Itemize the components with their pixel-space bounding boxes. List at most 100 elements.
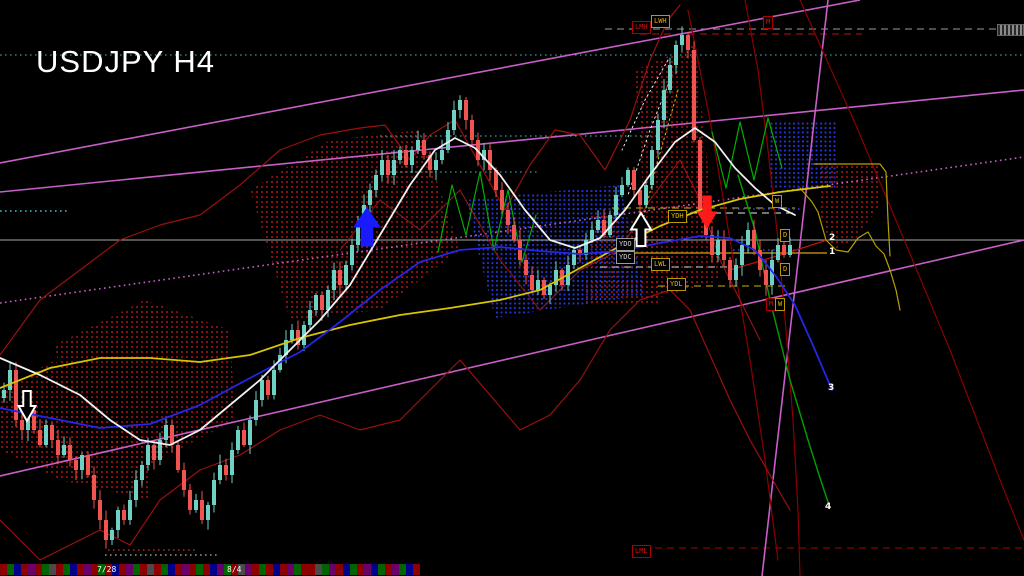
candle-body xyxy=(266,380,270,395)
strip-block xyxy=(210,564,217,575)
candle-body xyxy=(692,50,696,140)
candle-body xyxy=(674,45,678,65)
candle-body xyxy=(602,220,606,235)
strip-block xyxy=(168,564,175,575)
red-right xyxy=(799,0,1024,541)
ma-white xyxy=(0,127,796,446)
strip-block xyxy=(21,564,28,575)
candle-body xyxy=(518,240,522,260)
level-label-w: W xyxy=(775,298,786,311)
strip-block xyxy=(357,564,364,575)
strip-block xyxy=(7,564,14,575)
candle-body xyxy=(320,295,324,310)
strip-block xyxy=(63,564,70,575)
strip-block xyxy=(112,564,119,575)
candle-body xyxy=(314,295,318,310)
strip-block xyxy=(343,564,350,575)
candle-body xyxy=(470,120,474,140)
candle-body xyxy=(452,110,456,130)
candle-body xyxy=(62,445,66,455)
strip-block xyxy=(252,564,259,575)
candle-body xyxy=(506,210,510,225)
candle-body xyxy=(284,340,288,355)
candle-body xyxy=(344,265,348,285)
strip-block xyxy=(182,564,189,575)
strip-block xyxy=(196,564,203,575)
candle-body xyxy=(164,425,168,440)
candle-body xyxy=(254,400,258,420)
candle-body xyxy=(380,160,384,175)
candle-body xyxy=(146,445,150,465)
ma-blue xyxy=(0,235,833,429)
strip-block xyxy=(392,564,399,575)
candle-body xyxy=(212,480,216,505)
candle-body xyxy=(716,240,720,255)
strip-block xyxy=(266,564,273,575)
candle-body xyxy=(578,250,582,255)
candle-body xyxy=(68,445,72,460)
candle-body xyxy=(554,270,558,285)
candle-body xyxy=(434,160,438,170)
candle-body xyxy=(188,490,192,510)
candle-body xyxy=(422,140,426,155)
strip-block xyxy=(378,564,385,575)
candle-body xyxy=(776,245,780,260)
candle-body xyxy=(710,235,714,255)
trend-line xyxy=(0,0,861,164)
candle-body xyxy=(326,290,330,310)
strip-block xyxy=(147,564,154,575)
candle-body xyxy=(14,370,18,420)
candle-body xyxy=(368,190,372,205)
strip-block xyxy=(287,564,294,575)
trend-line xyxy=(0,89,1024,193)
candle-body xyxy=(374,175,378,190)
candle-body xyxy=(296,330,300,345)
strip-block xyxy=(399,564,406,575)
ma-yellow xyxy=(0,185,831,389)
candle-body xyxy=(464,100,468,120)
level-label-lml: LML xyxy=(632,545,651,558)
candle-body xyxy=(398,150,402,160)
candle-body xyxy=(86,455,90,475)
candle-body xyxy=(128,500,132,520)
strip-block xyxy=(301,564,308,575)
strip-block xyxy=(259,564,266,575)
candle-body xyxy=(116,510,120,530)
strip-block xyxy=(336,564,343,575)
candle-body xyxy=(764,270,768,285)
candle-body xyxy=(236,430,240,450)
candle-body xyxy=(50,425,54,440)
date-label: 7/28 xyxy=(97,565,117,574)
candle-body xyxy=(152,445,156,460)
level-label-d: D xyxy=(780,229,791,242)
candle-body xyxy=(536,280,540,290)
strip-block xyxy=(364,564,371,575)
candle-body xyxy=(740,245,744,265)
strip-block xyxy=(238,564,245,575)
cloud-blue xyxy=(770,120,838,188)
candle-body xyxy=(782,245,786,255)
strip-block xyxy=(35,564,42,575)
strip-block xyxy=(14,564,21,575)
candle-body xyxy=(392,160,396,175)
strip-block xyxy=(280,564,287,575)
candle-body xyxy=(218,465,222,480)
candle-body xyxy=(446,130,450,150)
candle-body xyxy=(110,530,114,540)
strip-block xyxy=(308,564,315,575)
candle-body xyxy=(524,260,528,275)
strip-block xyxy=(140,564,147,575)
candle-body xyxy=(728,260,732,280)
candle-body xyxy=(98,500,102,520)
indicator-strip xyxy=(0,564,420,575)
candle-body xyxy=(686,35,690,50)
candle-body xyxy=(356,225,360,245)
candle-body xyxy=(614,195,618,215)
strip-block xyxy=(119,564,126,575)
green-zigzag-2 xyxy=(711,117,783,189)
down-arrow-marker xyxy=(16,390,38,424)
strip-block xyxy=(70,564,77,575)
line-number-1: 1 xyxy=(829,247,836,257)
quote-badge xyxy=(997,24,1024,36)
